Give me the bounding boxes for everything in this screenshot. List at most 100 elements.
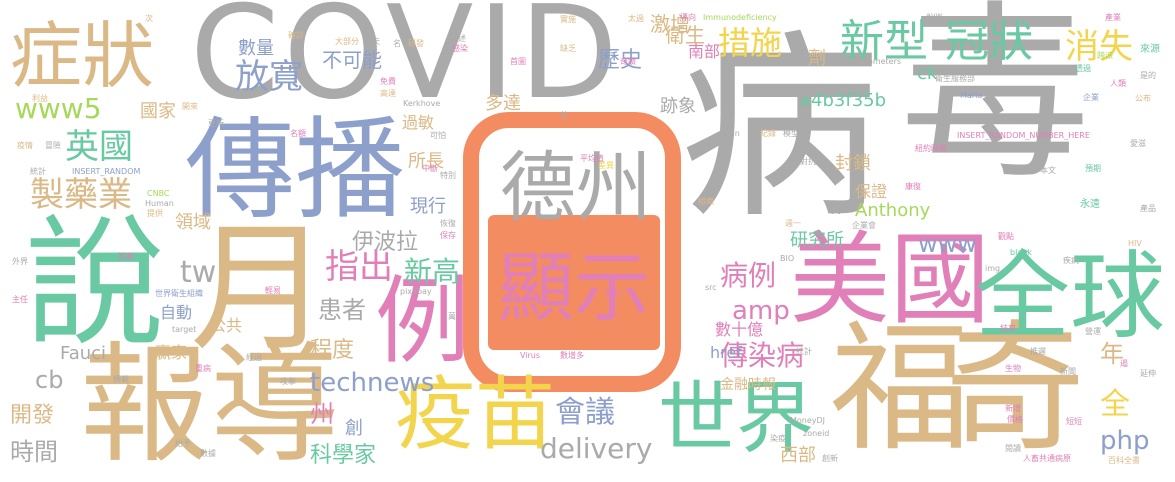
word-s63: 週一 [785,219,801,228]
word-s18: 首圖 [510,57,526,66]
word-li: 例 [375,267,471,377]
word-du: 毒 [900,0,1091,205]
word-shijian: 時間 [10,438,58,466]
word-technews: technews [310,368,435,398]
word-kexuejia: 科學家 [310,443,377,468]
word-s71: BIO [780,254,795,263]
word-s89: 經過 [246,353,262,362]
word-s14: 上述 [450,34,466,43]
word-s51: 紐約時報 [915,144,947,153]
word-kaifa: 開發 [10,403,55,428]
word-s21: 衛生服務部 [935,74,975,83]
word-s3: 導向 [680,13,696,22]
word-s17: Worldometers [845,57,902,66]
word-s68: 外界 [12,257,28,266]
word-s74: 世界衛生組織 [155,289,203,298]
word-s33: 紀錄 [760,129,776,138]
word-s48: 中斷 [422,164,438,173]
word-chengdu: 程度 [310,338,355,363]
word-s72: img [985,264,1001,273]
word-s80: 營運 [1085,327,1101,336]
word-s36: 名額 [290,129,306,138]
word-shijie: 世界 [658,374,815,464]
word-baozheng: 保證 [855,182,888,201]
word-shushiyi: 數十億 [715,320,764,339]
word-s59: 組織 [698,197,714,206]
word-meiguo: 美國 [790,221,990,338]
word-zhichu: 指出 [325,247,393,287]
word-s41: 本文 [1040,166,1056,175]
word-yanjiusuo: 研究所 [790,230,844,251]
word-s52: 預期 [1085,164,1101,173]
word-s6: 產業 [1105,13,1121,22]
word-s12: 確診 [288,31,304,40]
word-s38: 花 [560,111,568,120]
word-s65: HIV [1128,239,1142,248]
word-fuqi1: 福 [830,308,971,471]
word-s105: 百科全書 [1108,456,1140,465]
word-s26: 高達 [380,89,396,98]
word-ck: ck [917,63,938,84]
word-s7: 來源 [1140,44,1160,55]
word-s88: 攻擊 [280,377,296,386]
word-s30: 開來 [182,102,198,111]
word-www5: www5 [15,92,102,125]
word-s58: 保存 [440,231,456,240]
word-s70: 觀點 [998,232,1014,241]
word-fauci: Fauci [60,343,107,364]
word-weisheng: 衛生 [665,23,705,47]
word-s53: Van [725,129,740,138]
word-nanbu: 南部 [688,42,721,61]
word-bingli: 病例 [720,259,777,292]
word-chuang: 創 [345,418,363,439]
word-s2: 太過 [628,14,644,23]
word-s46: 統計 [30,167,46,176]
word-a4b3f35b: a4b3f35b [800,90,887,111]
word-s82: 萬 [448,312,456,321]
word-chuanbo: 傳播 [185,106,405,234]
word-s20: 透過 [1075,64,1091,73]
word-s60: 康復 [905,182,921,191]
word-s4: Immunodeficiency [703,13,777,22]
word-s83: Virus [520,351,541,360]
word-chuanranbing: 傳染病 [720,339,805,372]
word-s25: 免費 [380,77,396,86]
word-s9: 天 [372,37,380,46]
word-php: php [1100,426,1150,456]
word-s81: target [172,325,197,334]
word-s11: 次 [145,14,153,23]
word-jiwu: 激增 [650,12,690,36]
word-s85: 延伸 [1140,369,1156,378]
word-zhou: 州 [310,400,334,428]
word-s91: 新聞 [1060,367,1076,376]
word-shuo: 說 [25,203,166,366]
word-yimiao: 疫苗 [395,368,555,461]
word-s99: zoneid [803,429,830,438]
word-cb: cb [35,366,64,394]
word-s96: 數據 [200,449,216,458]
word-s10: 名 [393,39,401,48]
word-covid: COVID [190,0,622,128]
word-s32: 企業 [1083,93,1099,102]
word-s78: src [705,283,717,292]
word-s42: INSERT_RANDOM_NUMBER_HERE [957,131,1090,140]
word-s35: 更新 [208,119,224,128]
word-n: n [830,198,842,219]
word-s97: MoneyDJ [790,416,826,425]
word-cuoshi: 措施 [718,24,783,62]
word-nian: 年 [1100,340,1124,368]
word-xianxing: 現行 [410,196,446,217]
word-lingyu: 領域 [175,212,211,233]
word-guojia: 國家 [140,101,176,122]
word-suozhang: 所長 [408,151,444,172]
word-s13: 研發 [408,39,424,48]
word-s94: 轉載 [113,375,129,384]
word-s15: 感染 [452,44,468,53]
word-s40: 差異 [598,161,614,170]
word-s55: Human [145,199,174,208]
centre-rounded-frame-shape [463,112,681,392]
word-yibola: 伊波拉 [352,230,419,255]
word-s69: 答案 [118,252,134,261]
word-s92: 生物 [1005,364,1021,373]
word-s24: 公布 [1135,94,1151,103]
